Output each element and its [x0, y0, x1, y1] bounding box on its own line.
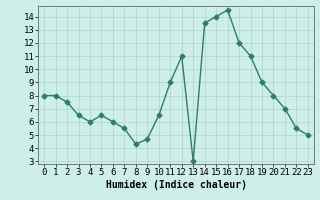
X-axis label: Humidex (Indice chaleur): Humidex (Indice chaleur) — [106, 180, 246, 190]
